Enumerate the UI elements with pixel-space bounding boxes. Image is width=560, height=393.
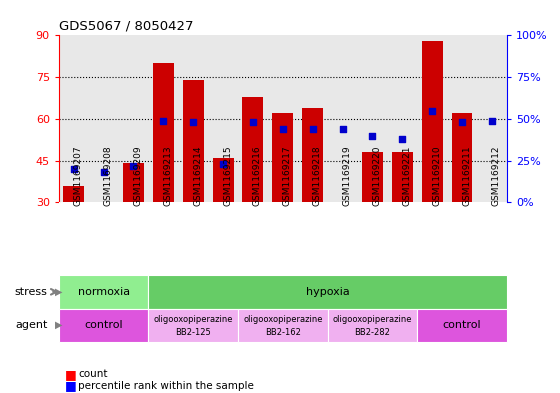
Bar [63,185,84,202]
Text: GSM1169207: GSM1169207 [74,145,83,206]
Text: oligooxopiperazine: oligooxopiperazine [243,315,323,324]
Point [368,132,377,139]
Point [129,162,138,169]
Point [69,166,78,172]
Point [338,126,347,132]
Bar [451,113,473,202]
Text: GSM1169220: GSM1169220 [372,145,381,206]
Bar [362,152,383,202]
Text: GSM1169215: GSM1169215 [223,145,232,206]
Text: ▶: ▶ [55,320,62,330]
Bar [272,113,293,202]
Text: BB2-282: BB2-282 [354,328,390,337]
Point [99,169,108,175]
Text: stress: stress [15,287,48,297]
Text: GSM1169212: GSM1169212 [492,145,501,206]
Text: agent: agent [15,320,48,330]
Point [218,161,227,167]
Text: BB2-125: BB2-125 [175,328,211,337]
Point [458,119,466,125]
Text: hypoxia: hypoxia [306,287,349,297]
Bar [148,309,238,342]
Text: control: control [85,320,123,330]
Text: normoxia: normoxia [77,287,130,297]
Text: ■: ■ [64,379,76,393]
Text: GSM1169209: GSM1169209 [133,145,142,206]
Text: GSM1169211: GSM1169211 [462,145,471,206]
Bar [148,275,507,309]
Text: BB2-162: BB2-162 [265,328,301,337]
Bar [422,41,442,202]
Bar [183,80,204,202]
Bar [59,309,148,342]
Text: GSM1169221: GSM1169221 [402,145,411,206]
Text: ▶: ▶ [55,287,62,297]
Text: ■: ■ [64,367,76,381]
Bar [417,309,507,342]
Bar [328,309,417,342]
Point [428,107,437,114]
Point [159,118,168,124]
Bar [302,108,323,202]
Text: GSM1169217: GSM1169217 [283,145,292,206]
Point [398,136,407,142]
Text: GSM1169210: GSM1169210 [432,145,441,206]
Point [278,126,287,132]
Bar [153,63,174,202]
Point [249,119,258,125]
Text: GDS5067 / 8050427: GDS5067 / 8050427 [59,20,193,33]
Bar [213,158,234,202]
Point [487,118,496,124]
Text: GSM1169208: GSM1169208 [104,145,113,206]
Point [308,126,317,132]
Bar [392,152,413,202]
Text: GSM1169216: GSM1169216 [253,145,262,206]
Text: oligooxopiperazine: oligooxopiperazine [153,315,233,324]
Text: percentile rank within the sample: percentile rank within the sample [78,381,254,391]
Text: GSM1169213: GSM1169213 [164,145,172,206]
Text: GSM1169214: GSM1169214 [193,145,202,206]
Text: GSM1169218: GSM1169218 [312,145,321,206]
Bar [242,97,263,202]
Text: oligooxopiperazine: oligooxopiperazine [333,315,412,324]
Point [189,119,198,125]
Text: control: control [443,320,481,330]
Bar [59,275,148,309]
Bar [238,309,328,342]
Bar [123,163,144,202]
Text: count: count [78,369,108,379]
Text: GSM1169219: GSM1169219 [343,145,352,206]
